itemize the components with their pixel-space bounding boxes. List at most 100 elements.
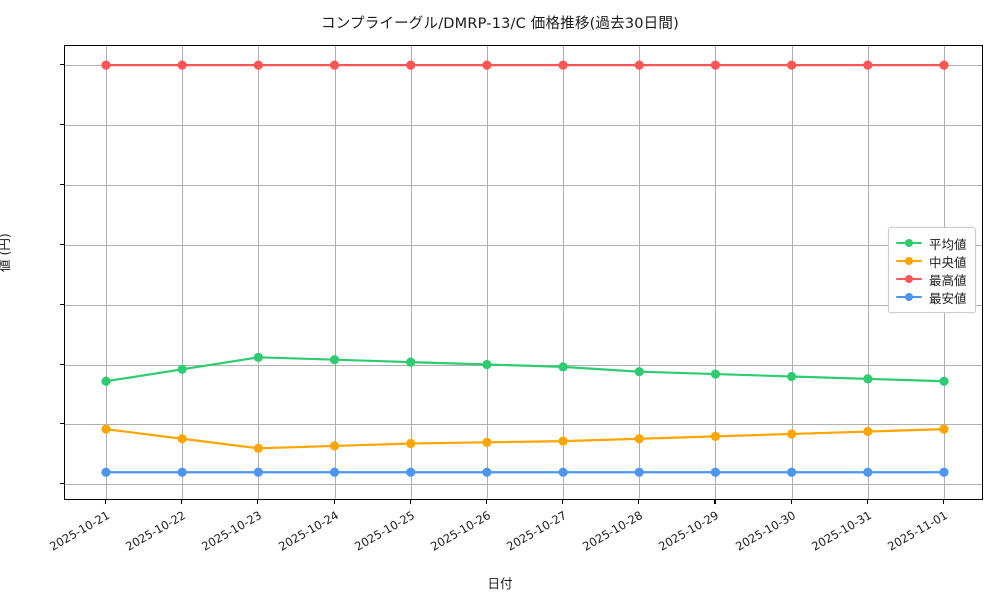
gridline-vertical: [563, 46, 565, 499]
data-point[interactable]: [710, 431, 721, 441]
x-tick-label: 2025-10-21: [47, 508, 112, 554]
data-point[interactable]: [406, 467, 416, 477]
x-tick-mark: [866, 500, 868, 504]
data-point[interactable]: [177, 364, 187, 374]
x-tick-label: 2025-10-26: [428, 508, 493, 554]
gridline-vertical: [182, 46, 184, 499]
data-point[interactable]: [329, 467, 340, 477]
legend-item-最安値[interactable]: 最安値: [896, 288, 967, 306]
plot-area: [64, 45, 983, 500]
y-tick-mark: [60, 483, 64, 485]
series-最高値: [101, 60, 949, 70]
data-point[interactable]: [634, 60, 644, 70]
gridline-vertical: [639, 46, 641, 499]
legend-item-中央値[interactable]: 中央値: [896, 252, 967, 270]
x-tick-label: 2025-10-29: [656, 508, 722, 554]
data-point[interactable]: [634, 367, 644, 377]
x-tick-mark: [257, 500, 259, 504]
data-point[interactable]: [253, 352, 263, 362]
data-point[interactable]: [634, 434, 644, 444]
data-point[interactable]: [101, 424, 111, 434]
x-tick-mark: [333, 500, 335, 504]
data-point[interactable]: [787, 60, 797, 70]
data-point[interactable]: [101, 60, 111, 70]
data-point[interactable]: [558, 60, 568, 70]
gridline-horizontal: [65, 184, 982, 186]
data-point[interactable]: [329, 60, 340, 70]
data-point[interactable]: [253, 443, 263, 453]
series-line: [104, 356, 946, 383]
data-point[interactable]: [329, 441, 340, 451]
data-point[interactable]: [482, 359, 492, 370]
data-point[interactable]: [482, 60, 492, 70]
data-point[interactable]: [710, 60, 721, 70]
data-point[interactable]: [406, 438, 416, 449]
gridline-horizontal: [65, 304, 982, 306]
data-point[interactable]: [787, 371, 797, 382]
gridline-vertical: [715, 46, 717, 499]
y-tick-mark: [60, 243, 64, 245]
data-point[interactable]: [710, 467, 721, 477]
x-tick-label: 2025-11-01: [885, 508, 950, 554]
data-point[interactable]: [939, 467, 949, 477]
gridline-vertical: [867, 46, 869, 499]
data-point[interactable]: [787, 467, 797, 477]
data-point[interactable]: [634, 467, 644, 477]
data-point[interactable]: [939, 376, 949, 386]
data-point[interactable]: [558, 362, 568, 372]
data-point[interactable]: [253, 60, 263, 70]
data-point[interactable]: [863, 467, 873, 477]
data-point[interactable]: [101, 376, 111, 386]
data-point[interactable]: [863, 426, 873, 437]
data-point[interactable]: [482, 437, 492, 447]
series-line: [104, 428, 946, 450]
legend-item-平均値[interactable]: 平均値: [896, 234, 967, 252]
data-point[interactable]: [710, 369, 721, 379]
y-tick-mark: [60, 423, 64, 425]
x-tick-label: 2025-10-31: [808, 508, 874, 554]
data-point[interactable]: [939, 424, 949, 434]
data-point[interactable]: [406, 60, 416, 70]
legend-label: 平均値: [929, 236, 967, 252]
gridline-vertical: [410, 46, 412, 499]
data-point[interactable]: [177, 434, 187, 444]
legend-item-最高値[interactable]: 最高値: [896, 270, 967, 288]
data-point[interactable]: [329, 355, 340, 365]
y-tick-mark: [60, 64, 64, 66]
x-tick-label: 2025-10-27: [504, 508, 570, 554]
x-tick-mark: [714, 500, 716, 504]
legend-swatch-icon: [896, 291, 922, 303]
data-point[interactable]: [101, 467, 111, 477]
data-point[interactable]: [863, 374, 873, 384]
data-point[interactable]: [482, 467, 492, 477]
y-tick-mark: [60, 124, 64, 126]
data-point[interactable]: [177, 467, 187, 477]
data-point[interactable]: [558, 467, 568, 477]
gridline-horizontal: [65, 244, 982, 246]
data-point[interactable]: [253, 467, 263, 477]
x-tick-label: 2025-10-22: [123, 508, 189, 554]
series-最安値: [101, 467, 949, 477]
chart-title: コンプライーグル/DMRP-13/C 価格推移(過去30日間): [321, 16, 679, 32]
legend-label: 中央値: [929, 254, 967, 270]
series-中央値: [101, 424, 949, 453]
x-tick-label: 2025-10-25: [351, 508, 417, 554]
data-point[interactable]: [863, 60, 873, 70]
gridline-horizontal: [65, 424, 982, 426]
data-point[interactable]: [558, 436, 568, 446]
chart-legend[interactable]: 平均値中央値 最高値 最安値: [888, 227, 976, 313]
data-point[interactable]: [787, 429, 797, 439]
data-point[interactable]: [177, 60, 187, 70]
x-tick-mark: [105, 500, 107, 504]
y-tick-mark: [60, 303, 64, 305]
legend-swatch-icon: [896, 273, 922, 285]
x-tick-mark: [409, 500, 411, 504]
data-point[interactable]: [406, 357, 416, 367]
x-tick-label: 2025-10-28: [580, 508, 646, 554]
x-tick-mark: [485, 500, 487, 504]
data-point[interactable]: [939, 60, 949, 70]
x-tick-mark: [638, 500, 640, 504]
x-tick-mark: [562, 500, 564, 504]
gridline-vertical: [791, 46, 793, 499]
